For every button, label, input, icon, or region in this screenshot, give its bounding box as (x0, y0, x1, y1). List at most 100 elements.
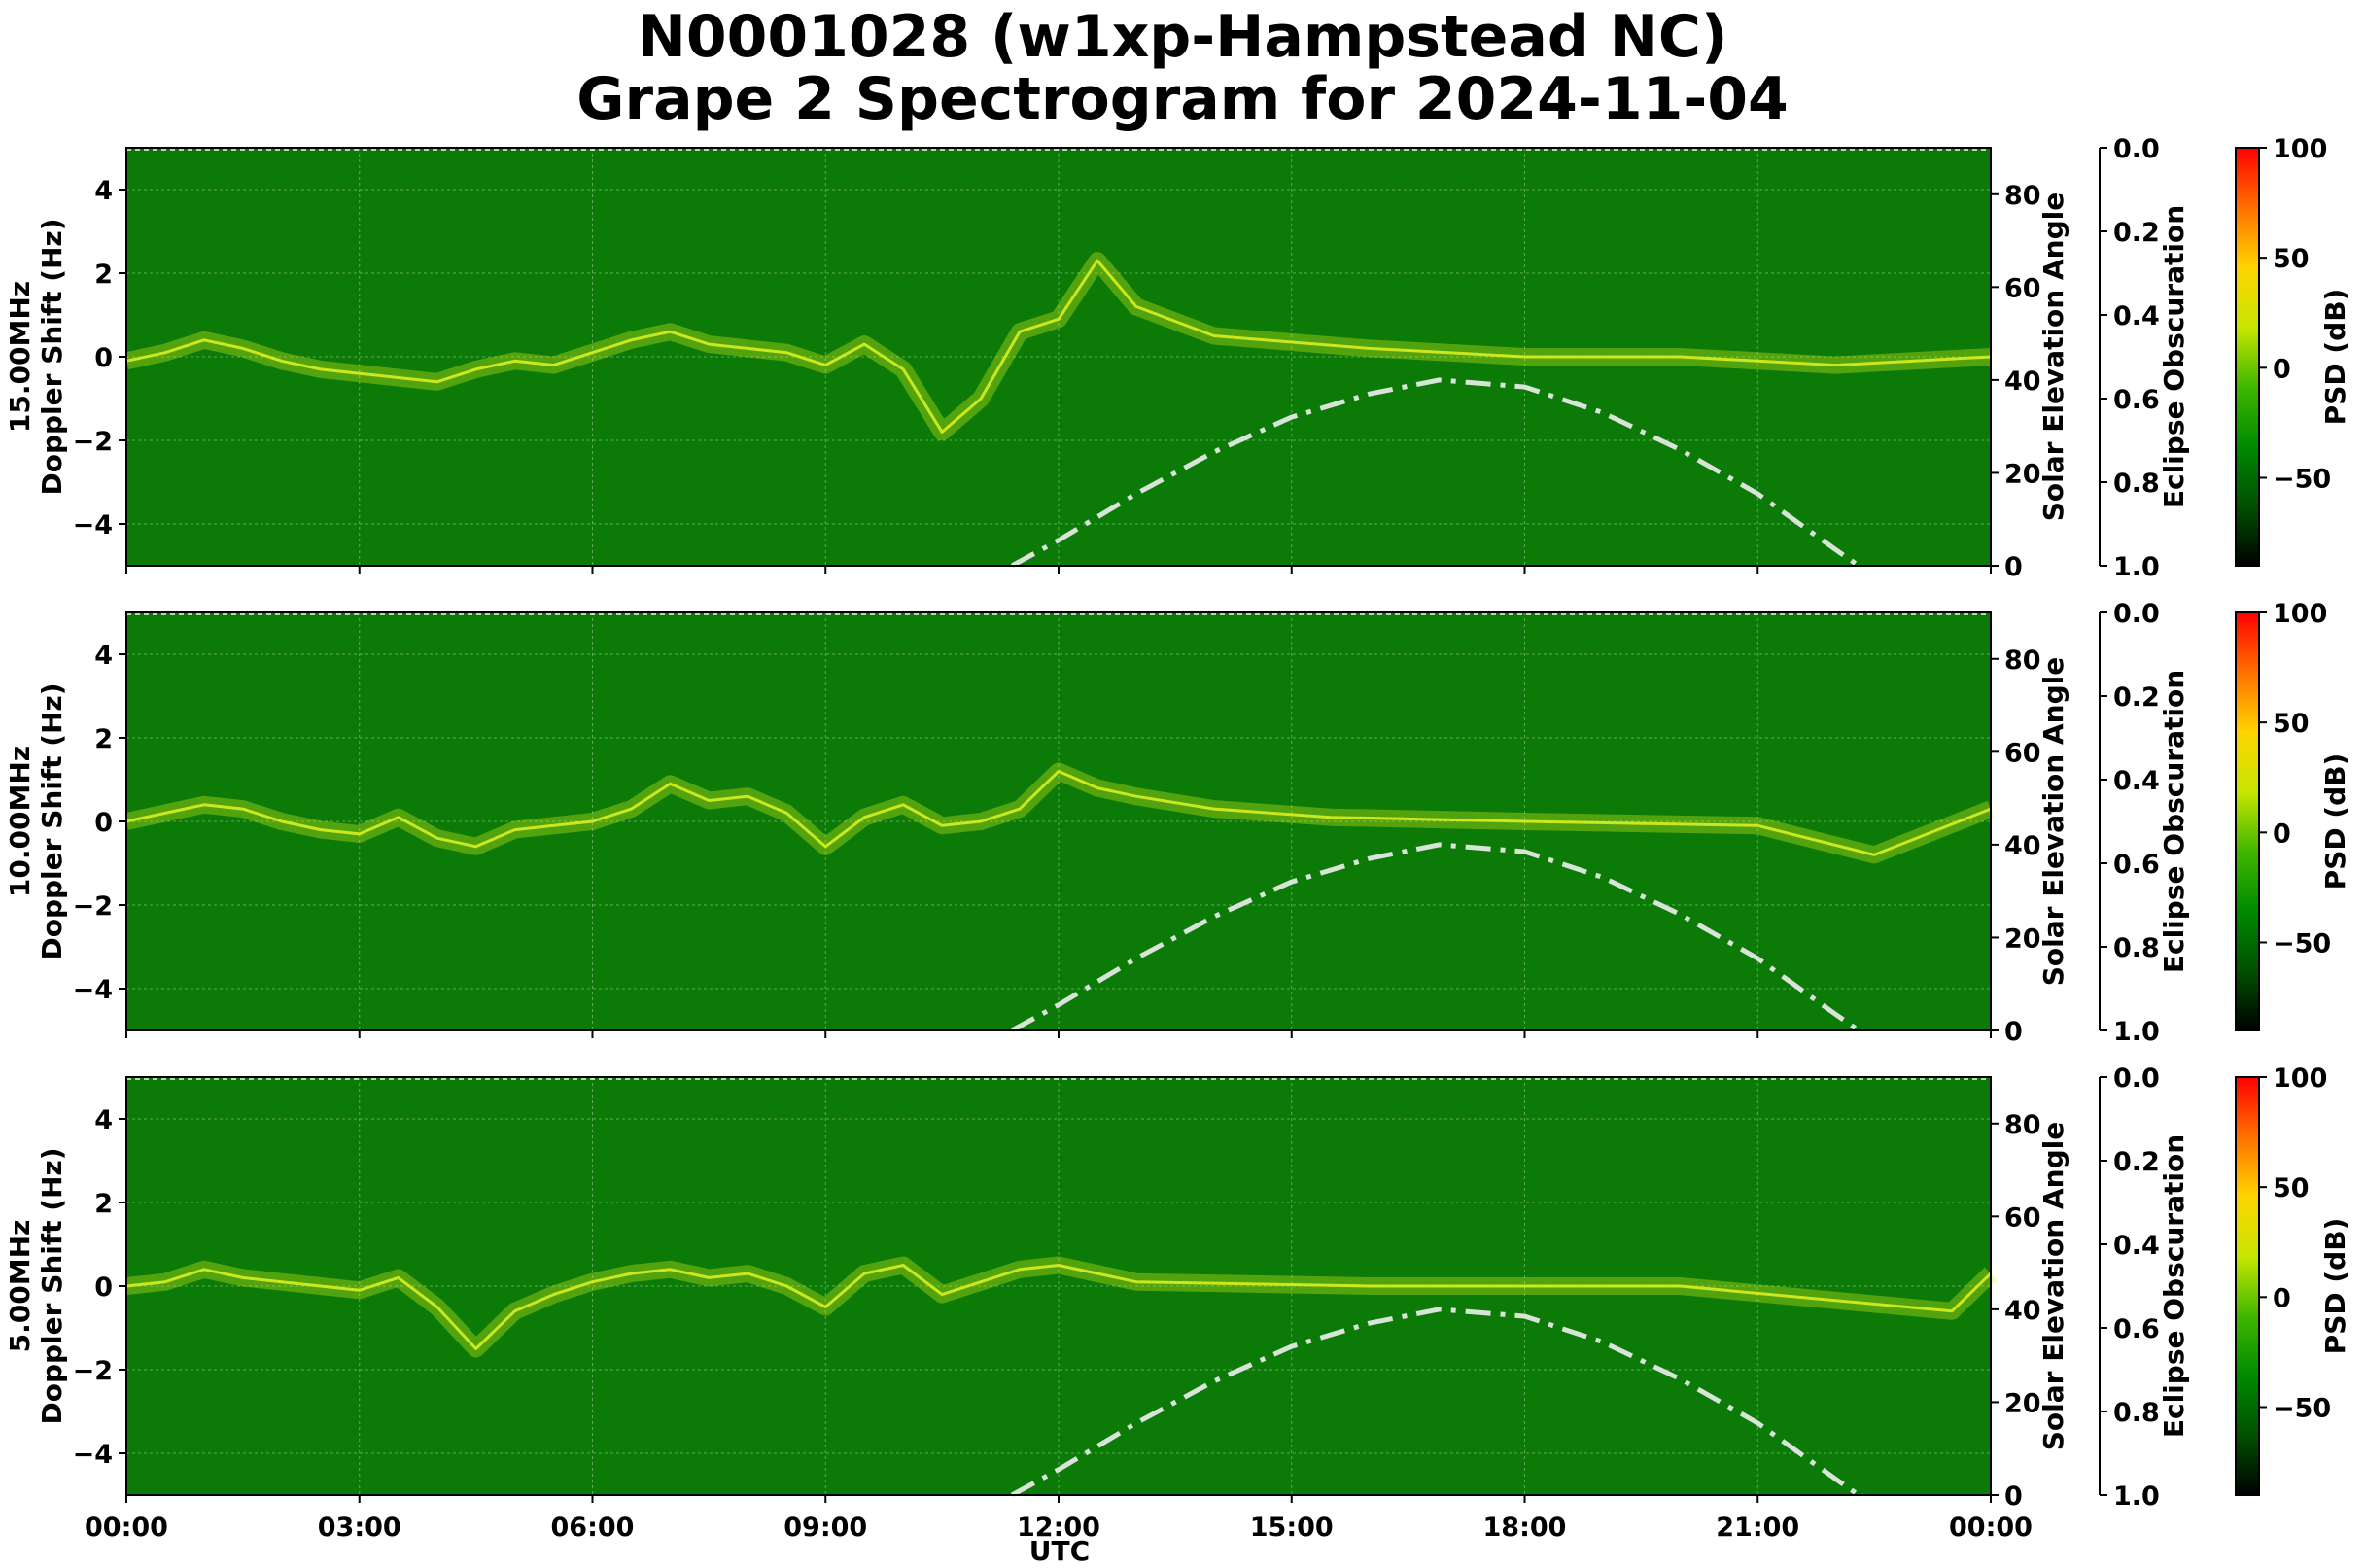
y-right-tick-label: 0 (2004, 552, 2023, 582)
eclipse-tick-label: 0.6 (2113, 385, 2160, 415)
y-left-tick-label: 4 (94, 1105, 113, 1135)
eclipse-tick-label: 1.0 (2113, 1481, 2160, 1512)
y-left-tick-label: 0 (94, 1272, 113, 1303)
eclipse-tick-label: 0.8 (2113, 1398, 2160, 1428)
eclipse-tick-label: 0.4 (2113, 301, 2160, 331)
panel-10.00MHz: 420−2−410.00MHz Doppler Shift (Hz)0204060… (4, 599, 2351, 1047)
y-right-tick-label: 20 (2004, 1388, 2041, 1418)
eclipse-axis-label: Eclipse Obscuration (2158, 1134, 2190, 1438)
colorbar-tick-label: −50 (2273, 1393, 2331, 1423)
eclipse-tick-label: 1.0 (2113, 1017, 2160, 1047)
y-left-tick-label: 2 (94, 1189, 113, 1219)
eclipse-tick-label: 0.0 (2113, 599, 2160, 629)
y-right-tick-label: 60 (2004, 273, 2041, 303)
y-left-tick-label: 4 (94, 641, 113, 671)
colorbar-label: PSD (dB) (2319, 753, 2351, 890)
panel-frequency-label: 15.00MHz (4, 281, 36, 433)
colorbar-tick-label: 50 (2273, 709, 2310, 739)
panel-5.00MHz: 420−2−45.00MHz Doppler Shift (Hz)02040608… (4, 1063, 2351, 1543)
eclipse-tick-label: 0.0 (2113, 134, 2160, 164)
y-right-tick-label: 0 (2004, 1017, 2023, 1047)
doppler-trace (125, 1264, 1993, 1350)
eclipse-tick-label: 1.0 (2113, 552, 2160, 582)
y-right-axis-label: Solar Elevation Angle (2037, 192, 2069, 521)
colorbar (2235, 611, 2260, 1031)
x-tick-label: 09:00 (783, 1513, 867, 1543)
y-left-tick-label: −4 (73, 975, 113, 1005)
x-tick-label: 03:00 (318, 1513, 401, 1543)
y-left-tick-label: −2 (73, 427, 113, 457)
solar-elevation-curve (1010, 842, 1861, 1033)
colorbar-tick-label: 0 (2273, 819, 2291, 849)
colorbar-label: PSD (dB) (2319, 1218, 2351, 1355)
x-tick-label: 00:00 (85, 1513, 168, 1543)
eclipse-tick-label: 0.2 (2113, 682, 2160, 713)
y-left-tick-label: 0 (94, 343, 113, 373)
chart-title-line1: N0001028 (w1xp-Hampstead NC) (637, 3, 1728, 71)
colorbar-tick-label: 50 (2273, 1173, 2310, 1203)
x-tick-label: 18:00 (1483, 1513, 1567, 1543)
y-left-tick-label: 0 (94, 808, 113, 838)
y-left-axis-label: Doppler Shift (Hz) (36, 1147, 68, 1424)
chart-title: N0001028 (w1xp-Hampstead NC) Grape 2 Spe… (0, 0, 2365, 136)
y-left-tick-label: 2 (94, 260, 113, 290)
colorbar-tick-label: −50 (2273, 464, 2331, 494)
y-right-tick-label: 60 (2004, 738, 2041, 768)
x-tick-label: 00:00 (1949, 1513, 2033, 1543)
spectrogram-panels: 420−2−415.00MHz Doppler Shift (Hz)0204060… (4, 134, 2351, 1543)
y-left-axis-label: Doppler Shift (Hz) (36, 218, 68, 495)
y-left-tick-label: 4 (94, 176, 113, 206)
colorbar (2235, 1076, 2260, 1496)
y-right-tick-label: 80 (2004, 181, 2041, 211)
colorbar (2235, 147, 2260, 567)
y-right-tick-label: 20 (2004, 459, 2041, 489)
y-right-tick-label: 20 (2004, 923, 2041, 954)
y-left-tick-label: −2 (73, 1356, 113, 1386)
y-left-tick-label: 2 (94, 724, 113, 754)
colorbar-tick-label: 50 (2273, 244, 2310, 274)
y-right-tick-label: 40 (2004, 831, 2041, 861)
eclipse-tick-label: 0.6 (2113, 1314, 2160, 1344)
eclipse-axis-label: Eclipse Obscuration (2158, 670, 2190, 973)
x-axis-label: UTC (1029, 1535, 1090, 1567)
eclipse-tick-label: 0.8 (2113, 933, 2160, 963)
panel-background (126, 612, 1991, 1030)
x-tick-label: 12:00 (1017, 1513, 1100, 1543)
chart-title-line2: Grape 2 Spectrogram for 2024-11-04 (576, 65, 1789, 133)
colorbar-label: PSD (dB) (2319, 289, 2351, 426)
solar-elevation-curve (1010, 377, 1861, 569)
y-right-tick-label: 80 (2004, 645, 2041, 676)
y-right-axis-label: Solar Elevation Angle (2037, 657, 2069, 986)
panel-frequency-label: 5.00MHz (4, 1220, 36, 1353)
colorbar-tick-label: 100 (2273, 599, 2327, 629)
y-right-tick-label: 40 (2004, 366, 2041, 397)
panel-frequency-label: 10.00MHz (4, 746, 36, 897)
eclipse-tick-label: 0.0 (2113, 1063, 2160, 1094)
eclipse-axis-label: Eclipse Obscuration (2158, 205, 2190, 508)
x-tick-label: 06:00 (551, 1513, 635, 1543)
y-right-tick-label: 0 (2004, 1481, 2023, 1512)
y-right-axis-label: Solar Elevation Angle (2037, 1122, 2069, 1450)
doppler-trace (125, 769, 1992, 856)
x-tick-label: 21:00 (1716, 1513, 1799, 1543)
y-right-tick-label: 60 (2004, 1202, 2041, 1233)
eclipse-tick-label: 0.2 (2113, 1147, 2160, 1177)
y-left-tick-label: −4 (73, 1440, 113, 1470)
eclipse-tick-label: 0.6 (2113, 850, 2160, 880)
eclipse-tick-label: 0.4 (2113, 1231, 2160, 1261)
y-right-tick-label: 40 (2004, 1296, 2041, 1326)
eclipse-tick-label: 0.2 (2113, 218, 2160, 248)
colorbar-tick-label: 100 (2273, 1063, 2327, 1094)
x-tick-label: 15:00 (1250, 1513, 1334, 1543)
y-left-tick-label: −4 (73, 510, 113, 540)
y-left-tick-label: −2 (73, 891, 113, 922)
colorbar-tick-label: −50 (2273, 928, 2331, 958)
colorbar-tick-label: 100 (2273, 134, 2327, 164)
eclipse-tick-label: 0.4 (2113, 766, 2160, 796)
solar-elevation-curve (1010, 1307, 1861, 1498)
y-left-axis-label: Doppler Shift (Hz) (36, 682, 68, 959)
colorbar-tick-label: 0 (2273, 354, 2291, 384)
doppler-trace (125, 259, 1992, 434)
eclipse-tick-label: 0.8 (2113, 469, 2160, 499)
